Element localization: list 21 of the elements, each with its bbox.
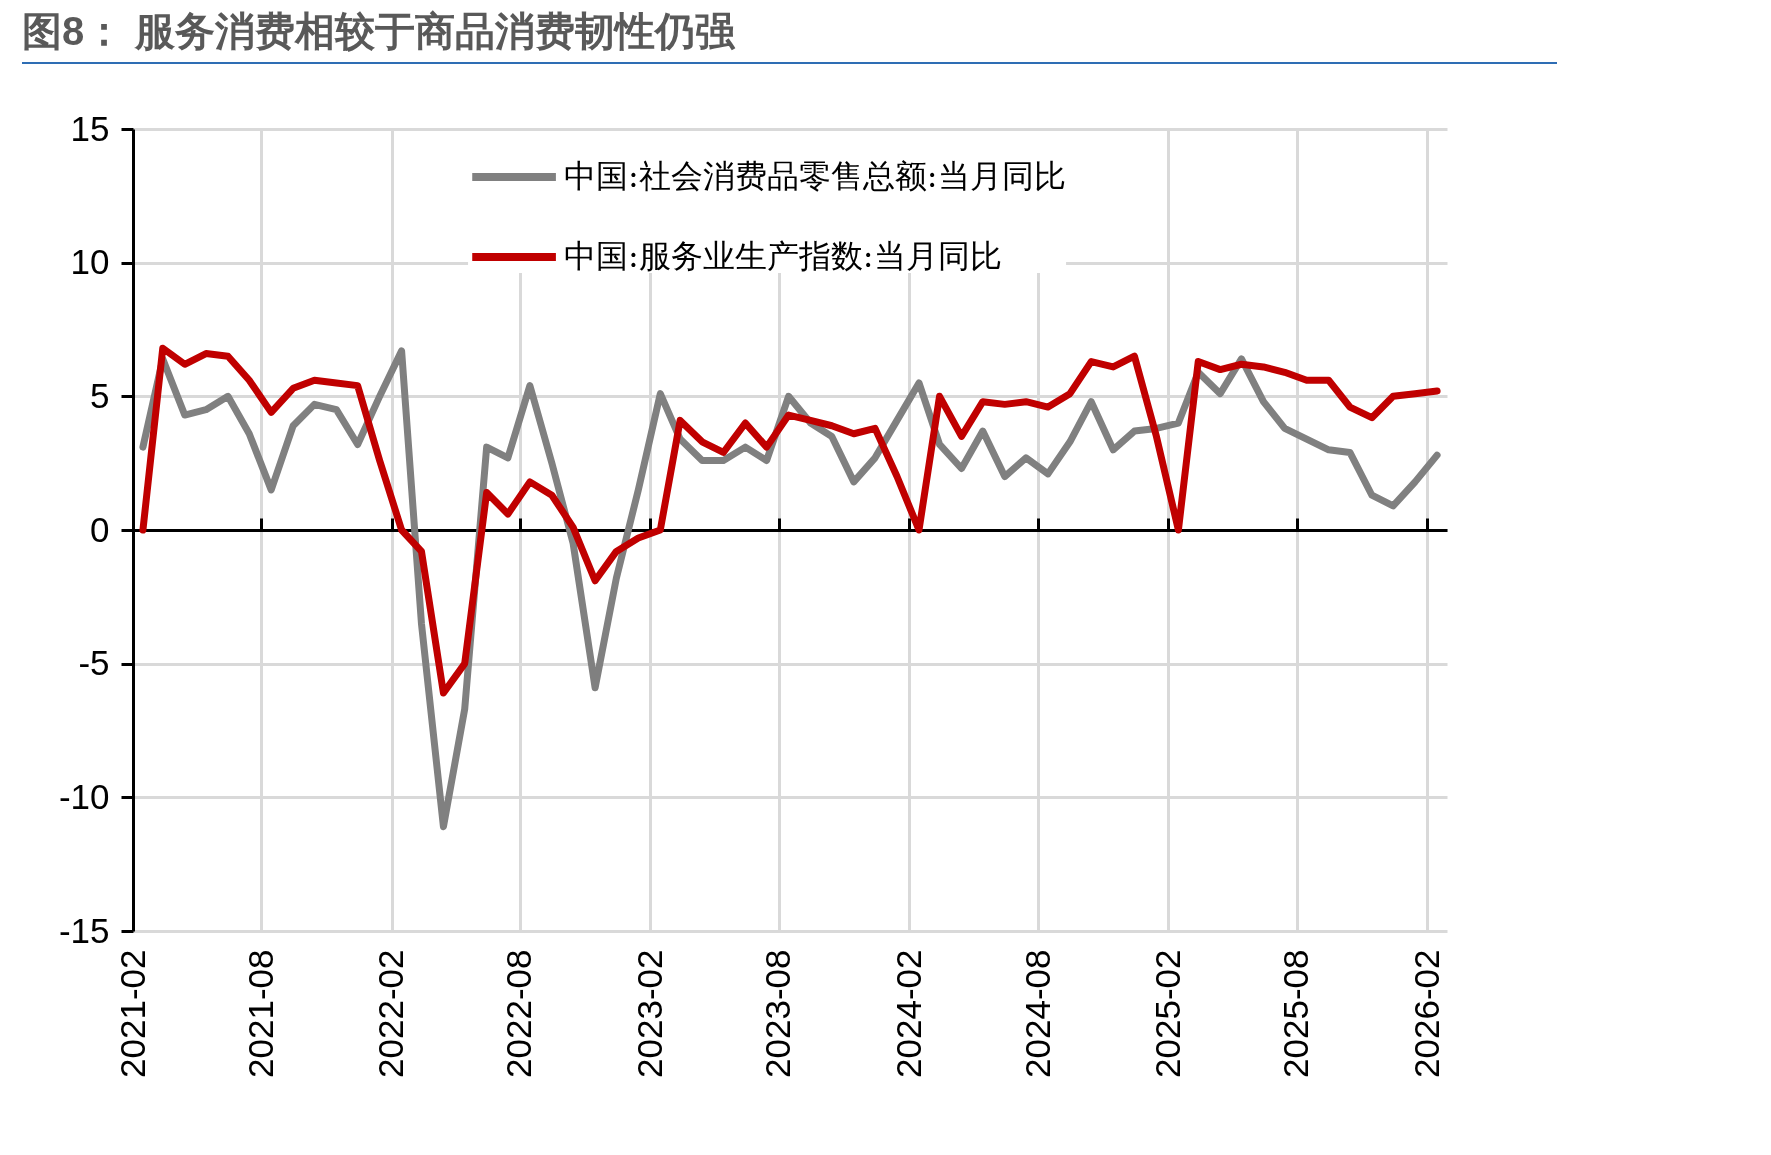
y-tick-label: -15 [58, 910, 110, 950]
x-tick-label: 2026-02 [1406, 949, 1446, 1078]
y-tick-label: -5 [78, 643, 110, 683]
x-tick-label: 2022-08 [499, 949, 539, 1078]
x-tick-label: 2021-08 [240, 949, 280, 1078]
legend-label: 中国:社会消费品零售总额:当月同比 [564, 157, 1066, 195]
x-tick-label: 2024-08 [1017, 949, 1057, 1078]
x-tick-label: 2024-02 [888, 949, 928, 1078]
x-tick-label: 2022-02 [371, 949, 411, 1078]
x-tick-label: 2023-02 [629, 949, 669, 1078]
x-tick-label: 2025-02 [1147, 949, 1187, 1078]
y-tick-label: 10 [70, 242, 110, 282]
chart-title: 图8： 服务消费相较于商品消费韧性仍强 [22, 8, 736, 55]
x-tick-label: 2023-08 [758, 949, 798, 1078]
x-tick-label: 2025-08 [1276, 949, 1316, 1078]
y-tick-label: 5 [90, 375, 110, 415]
x-tick-label: 2021-02 [112, 949, 152, 1078]
y-tick-label: 15 [70, 108, 110, 148]
y-tick-label: -10 [58, 776, 110, 816]
legend-label: 中国:服务业生产指数:当月同比 [564, 237, 1002, 275]
y-tick-label: 0 [90, 509, 110, 549]
